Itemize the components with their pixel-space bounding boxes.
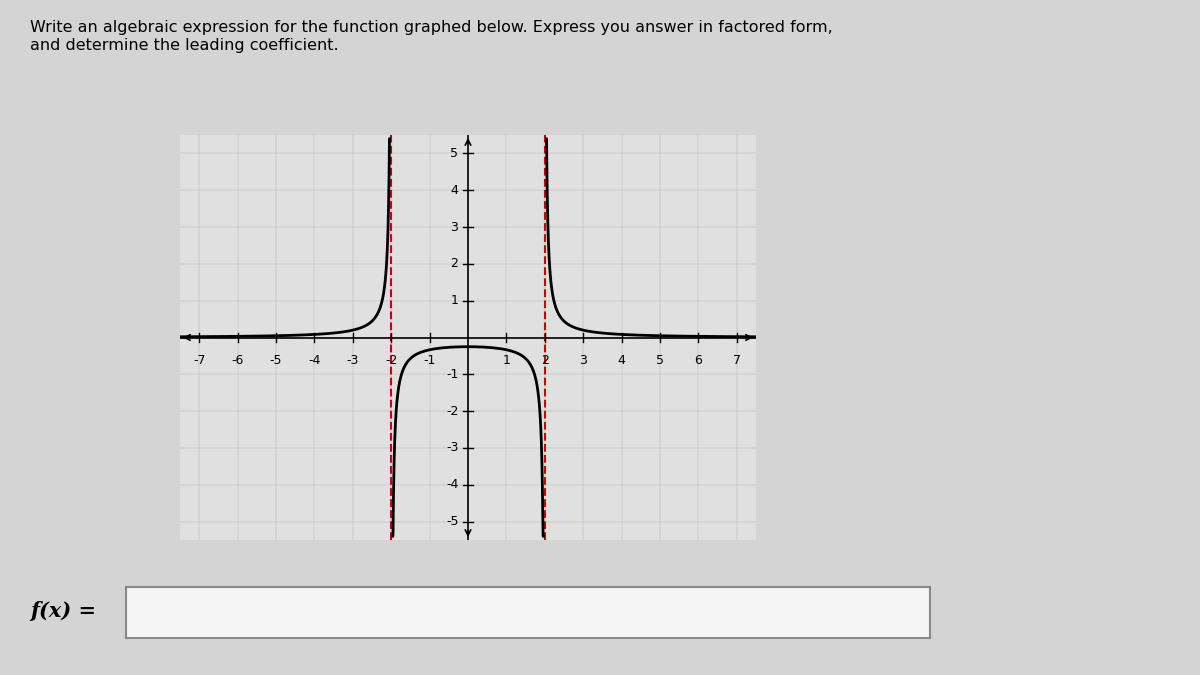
Text: 2: 2 xyxy=(450,257,458,271)
Text: -2: -2 xyxy=(385,354,397,367)
Text: -2: -2 xyxy=(446,404,458,418)
Text: -1: -1 xyxy=(424,354,436,367)
Text: -6: -6 xyxy=(232,354,244,367)
Text: f(x) =: f(x) = xyxy=(30,601,96,621)
Text: Write an algebraic expression for the function graphed below. Express you answer: Write an algebraic expression for the fu… xyxy=(30,20,833,53)
Text: -7: -7 xyxy=(193,354,205,367)
Text: -3: -3 xyxy=(347,354,359,367)
Text: 5: 5 xyxy=(656,354,664,367)
Text: 4: 4 xyxy=(450,184,458,196)
Text: 5: 5 xyxy=(450,147,458,160)
Text: 2: 2 xyxy=(541,354,548,367)
Text: 7: 7 xyxy=(733,354,740,367)
Text: -1: -1 xyxy=(446,368,458,381)
Text: 1: 1 xyxy=(503,354,510,367)
Text: 3: 3 xyxy=(580,354,587,367)
Text: -5: -5 xyxy=(270,354,282,367)
Text: 1: 1 xyxy=(450,294,458,307)
Text: 6: 6 xyxy=(695,354,702,367)
Text: -4: -4 xyxy=(446,479,458,491)
Text: -4: -4 xyxy=(308,354,320,367)
Text: -5: -5 xyxy=(446,515,458,528)
Text: -3: -3 xyxy=(446,441,458,454)
Text: 4: 4 xyxy=(618,354,625,367)
Text: 3: 3 xyxy=(450,221,458,234)
